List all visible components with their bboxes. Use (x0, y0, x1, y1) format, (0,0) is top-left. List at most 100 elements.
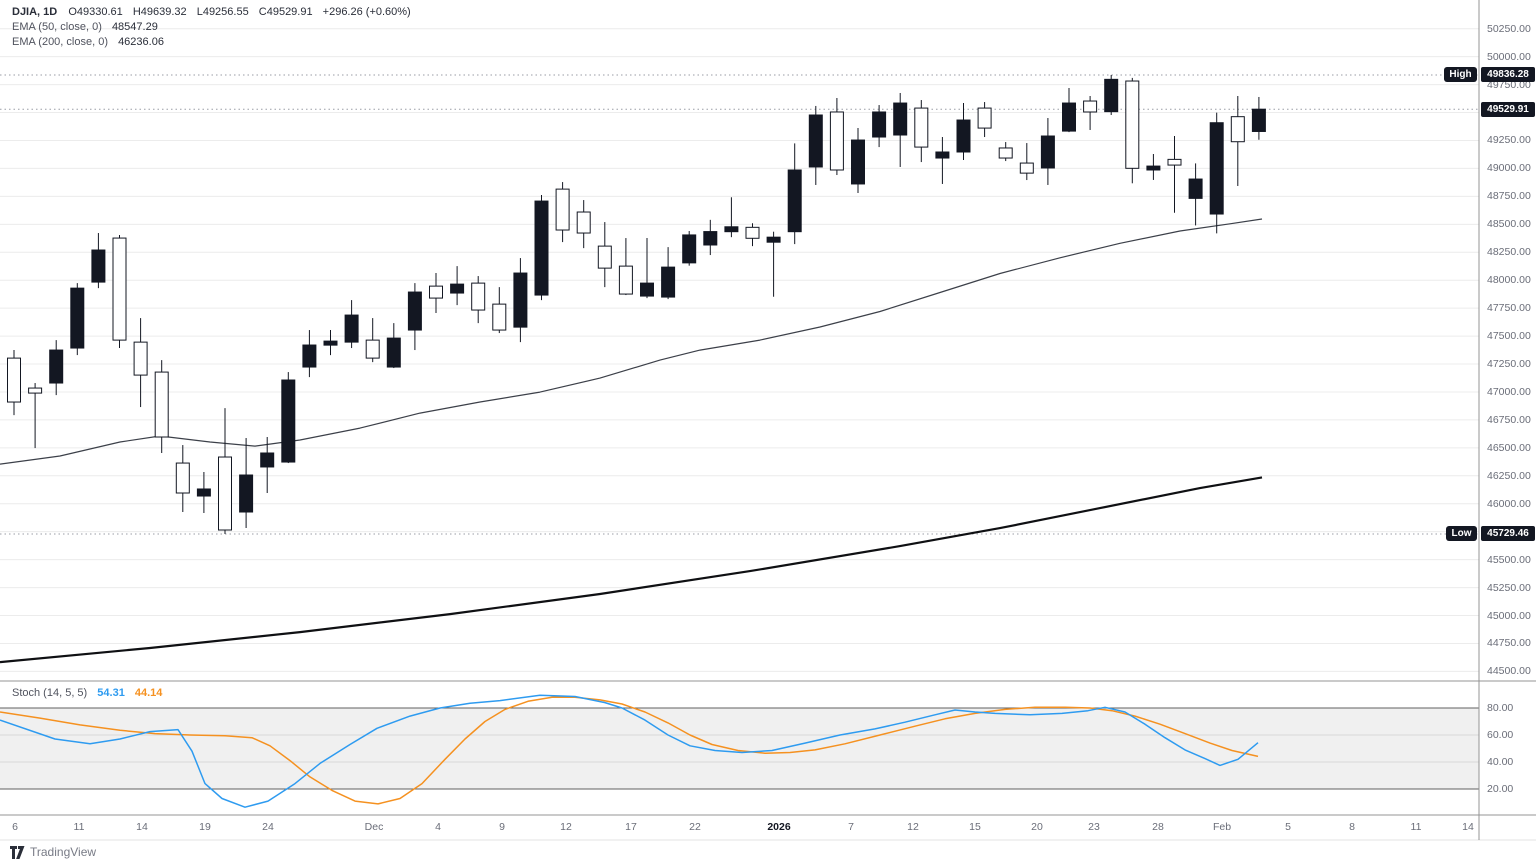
time-tick-label: 14 (1462, 821, 1474, 833)
candle-body (766, 236, 781, 243)
candle-body (829, 111, 844, 171)
candle-body (597, 245, 612, 269)
price-tick-label: 46500.00 (1487, 441, 1531, 454)
candle-body (703, 231, 718, 246)
candle-body (1104, 78, 1119, 113)
low-marker-pill: Low (1446, 526, 1477, 542)
tradingview-logo[interactable]: TradingView (10, 845, 96, 859)
time-tick-label: 9 (499, 821, 505, 833)
candle-body (1146, 165, 1161, 171)
high-marker-pill: High (1444, 67, 1477, 83)
candle-body (1040, 135, 1055, 169)
candle-body (956, 119, 971, 153)
stoch-tick-label: 60.00 (1487, 729, 1514, 741)
candle-body (1019, 162, 1034, 174)
price-tick-label: 46250.00 (1487, 469, 1531, 482)
stoch-k-line (0, 694, 1259, 808)
candle-body (492, 303, 507, 331)
candle-body (28, 387, 43, 394)
symbol-legend[interactable]: DJIA, 1D O49330.61 H49639.32 L49256.55 C… (12, 5, 418, 50)
time-tick-label: Dec (364, 821, 384, 833)
candle-body (534, 200, 549, 296)
time-tick-label: 11 (1410, 821, 1422, 833)
time-tick-label: 14 (136, 821, 148, 833)
ema50-value: 48547.29 (111, 21, 158, 33)
time-tick-label: 5 (1285, 821, 1291, 833)
candle-body (724, 226, 739, 233)
low-price-badge: 45729.46 (1481, 526, 1535, 542)
candle-body (1251, 108, 1266, 132)
price-tick-label: 47250.00 (1487, 358, 1531, 371)
candle-body (787, 169, 802, 233)
candle-body (218, 456, 232, 531)
time-tick-label: Feb (1212, 821, 1232, 833)
candle-body (1125, 80, 1140, 169)
low-value: L49256.55 (196, 6, 249, 18)
stoch-d-line (0, 696, 1259, 805)
ema200-label: EMA (200, close, 0) (12, 36, 108, 48)
candle-body (640, 282, 654, 297)
price-tick-label: 48000.00 (1487, 274, 1531, 287)
ema200-line (0, 476, 1263, 664)
candle-body (323, 340, 338, 346)
ema50-legend-row[interactable]: EMA (50, close, 0) 48547.29 (12, 20, 418, 35)
stoch-tick-label: 40.00 (1487, 756, 1514, 768)
time-tick-label: 11 (73, 821, 85, 833)
tradingview-logo-icon (10, 845, 25, 859)
time-tick-label: 22 (689, 821, 701, 833)
candle-body (386, 337, 401, 368)
ema200-value: 46236.06 (118, 36, 164, 48)
time-tick-label: 7 (848, 821, 854, 833)
candle-body (872, 111, 887, 138)
time-tick-label: 23 (1088, 821, 1100, 833)
ema200-legend-row[interactable]: EMA (200, close, 0) 46236.06 (12, 35, 418, 50)
price-tick-label: 46000.00 (1487, 497, 1531, 510)
candle-body (1062, 102, 1076, 132)
candle-body (1083, 100, 1098, 113)
price-tick-label: 45250.00 (1487, 581, 1531, 594)
candle-body (1230, 116, 1245, 143)
candle-body (471, 282, 486, 311)
open-value: O49330.61 (68, 6, 123, 18)
candle-body (196, 488, 211, 497)
price-tick-label: 44750.00 (1487, 637, 1531, 650)
price-tick-label: 46750.00 (1487, 413, 1531, 426)
candle-body (239, 474, 254, 513)
candle-body (70, 287, 85, 349)
candle-body (661, 266, 676, 298)
time-tick-label: 20 (1031, 821, 1043, 833)
candle-body (133, 341, 148, 376)
time-tick-label: 24 (262, 821, 274, 833)
high-price-badge: 49836.28 (1481, 67, 1535, 83)
price-tick-label: 49250.00 (1487, 134, 1531, 147)
price-tick-label: 50000.00 (1487, 50, 1531, 63)
candle-body (407, 291, 422, 331)
candle-body (618, 265, 633, 295)
price-tick-label: 48250.00 (1487, 246, 1531, 259)
candle-body (1209, 122, 1224, 215)
symbol-title: DJIA, 1D (12, 6, 58, 18)
stoch-legend[interactable]: Stoch (14, 5, 5) 54.31 44.14 (12, 687, 162, 699)
symbol-ohlc-row: DJIA, 1D O49330.61 H49639.32 L49256.55 C… (12, 5, 418, 20)
candle-body (682, 234, 697, 264)
candle-body (935, 151, 950, 159)
price-tick-label: 45000.00 (1487, 609, 1531, 622)
candle-body (175, 462, 190, 494)
candle-body (576, 211, 591, 234)
candle-body (7, 357, 21, 403)
candle-body (1167, 158, 1182, 166)
candle-body (998, 147, 1013, 159)
price-tick-label: 44500.00 (1487, 665, 1531, 678)
candle-body (154, 371, 169, 438)
candle-body (851, 139, 865, 185)
stoch-tick-label: 80.00 (1487, 702, 1514, 714)
candle-body (429, 285, 443, 299)
price-tick-label: 47000.00 (1487, 385, 1531, 398)
time-tick-label: 28 (1152, 821, 1164, 833)
candle-body (914, 107, 929, 148)
candle-body (302, 344, 317, 368)
candle-body (893, 102, 908, 136)
price-tick-label: 47750.00 (1487, 302, 1531, 315)
